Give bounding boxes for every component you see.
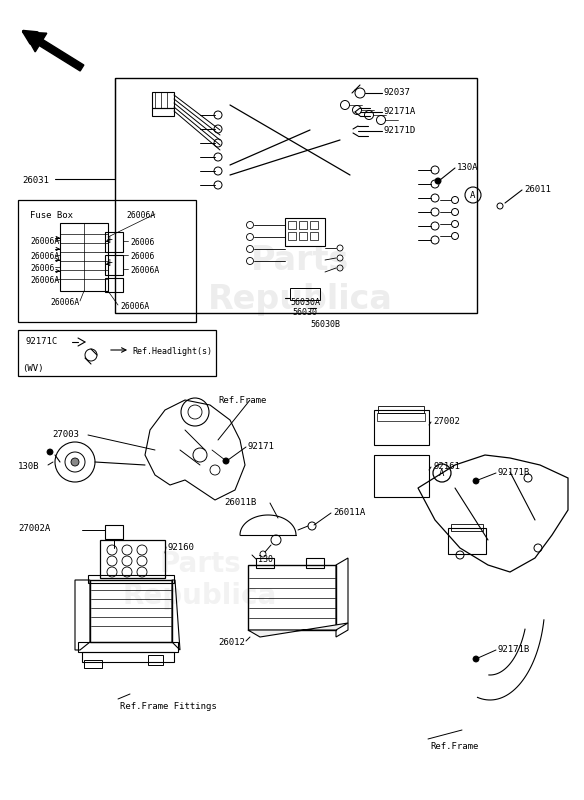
Bar	[288, 221, 296, 229]
Text: (WV): (WV)	[22, 364, 43, 373]
Text: 26031: 26031	[22, 176, 49, 185]
Text: 26006: 26006	[130, 252, 154, 261]
Circle shape	[435, 178, 441, 184]
Bar	[299, 221, 307, 229]
Text: 130A: 130A	[457, 163, 478, 172]
Text: 56030: 56030	[292, 308, 317, 317]
Text: 26006A: 26006A	[120, 302, 150, 311]
Text: 56030B: 56030B	[310, 320, 340, 329]
Text: 26011B: 26011B	[224, 498, 256, 507]
Text: 26006A: 26006A	[30, 252, 59, 261]
Text: A: A	[439, 469, 444, 478]
Text: 92161: 92161	[433, 462, 460, 471]
Text: 26006: 26006	[130, 238, 154, 247]
Bar	[60, 223, 108, 291]
Bar	[88, 575, 174, 583]
Text: 27002: 27002	[433, 417, 460, 426]
Text: 26011A: 26011A	[333, 508, 365, 517]
Text: 27003: 27003	[52, 430, 79, 439]
Bar	[90, 580, 172, 642]
Text: Ref.Frame Fittings: Ref.Frame Fittings	[120, 702, 217, 711]
Text: 26011: 26011	[524, 185, 551, 194]
Bar	[299, 232, 307, 240]
Polygon shape	[248, 623, 348, 637]
Text: 26006A: 26006A	[130, 266, 159, 275]
Bar	[105, 278, 123, 292]
Text: Parts
Republica: Parts Republica	[207, 245, 392, 315]
Text: A: A	[470, 190, 476, 199]
Text: 56030A: 56030A	[290, 298, 320, 307]
Bar	[152, 108, 174, 116]
Circle shape	[473, 478, 479, 484]
Bar	[285, 218, 325, 246]
Text: 26006A: 26006A	[50, 298, 79, 307]
Circle shape	[47, 449, 53, 455]
Bar	[82, 652, 174, 662]
Bar	[84, 660, 102, 668]
Bar	[105, 255, 123, 275]
Bar	[290, 288, 320, 300]
Text: 130B: 130B	[18, 462, 40, 471]
Bar	[256, 558, 274, 568]
Bar	[105, 232, 123, 252]
Text: 130: 130	[258, 555, 273, 564]
Bar	[378, 406, 424, 413]
Text: 92171C: 92171C	[25, 337, 57, 346]
Text: Ref.Frame: Ref.Frame	[218, 396, 266, 405]
Bar	[78, 642, 178, 652]
Bar	[18, 330, 216, 376]
Text: +: +	[107, 257, 113, 267]
Bar	[306, 558, 324, 568]
Text: 92171B: 92171B	[498, 468, 530, 477]
Text: 92171B: 92171B	[498, 645, 530, 654]
Bar	[152, 92, 174, 108]
Bar	[374, 455, 429, 497]
Text: 26012: 26012	[218, 638, 245, 647]
Circle shape	[71, 458, 79, 466]
Circle shape	[473, 656, 479, 662]
Text: 27002A: 27002A	[18, 524, 50, 533]
Text: 92160: 92160	[168, 543, 195, 552]
Bar	[18, 200, 196, 322]
Bar	[105, 525, 123, 539]
Text: Fuse Box: Fuse Box	[30, 211, 73, 220]
Bar	[448, 528, 486, 554]
Bar	[374, 410, 429, 445]
Bar	[377, 413, 425, 421]
Bar	[288, 232, 296, 240]
Bar	[310, 221, 318, 229]
Text: 26006A: 26006A	[126, 211, 155, 220]
Text: 92171D: 92171D	[384, 126, 416, 135]
Text: Ref.Headlight(s): Ref.Headlight(s)	[132, 347, 212, 356]
Text: 92037: 92037	[384, 88, 411, 97]
Bar	[451, 524, 483, 531]
Text: Parts
Republica: Parts Republica	[123, 550, 277, 610]
Bar	[100, 540, 165, 578]
Bar	[115, 78, 477, 313]
Text: +: +	[107, 234, 113, 244]
Text: 92171A: 92171A	[384, 107, 416, 116]
Bar	[310, 232, 318, 240]
Circle shape	[223, 458, 229, 464]
Text: Ref.Frame: Ref.Frame	[430, 742, 478, 751]
FancyArrow shape	[24, 32, 84, 71]
Text: 26006A: 26006A	[30, 237, 59, 246]
Bar	[248, 565, 336, 630]
Text: 26006A: 26006A	[30, 276, 59, 285]
Text: 92171: 92171	[248, 442, 275, 451]
Text: 26006: 26006	[30, 264, 54, 273]
Bar	[148, 655, 163, 665]
